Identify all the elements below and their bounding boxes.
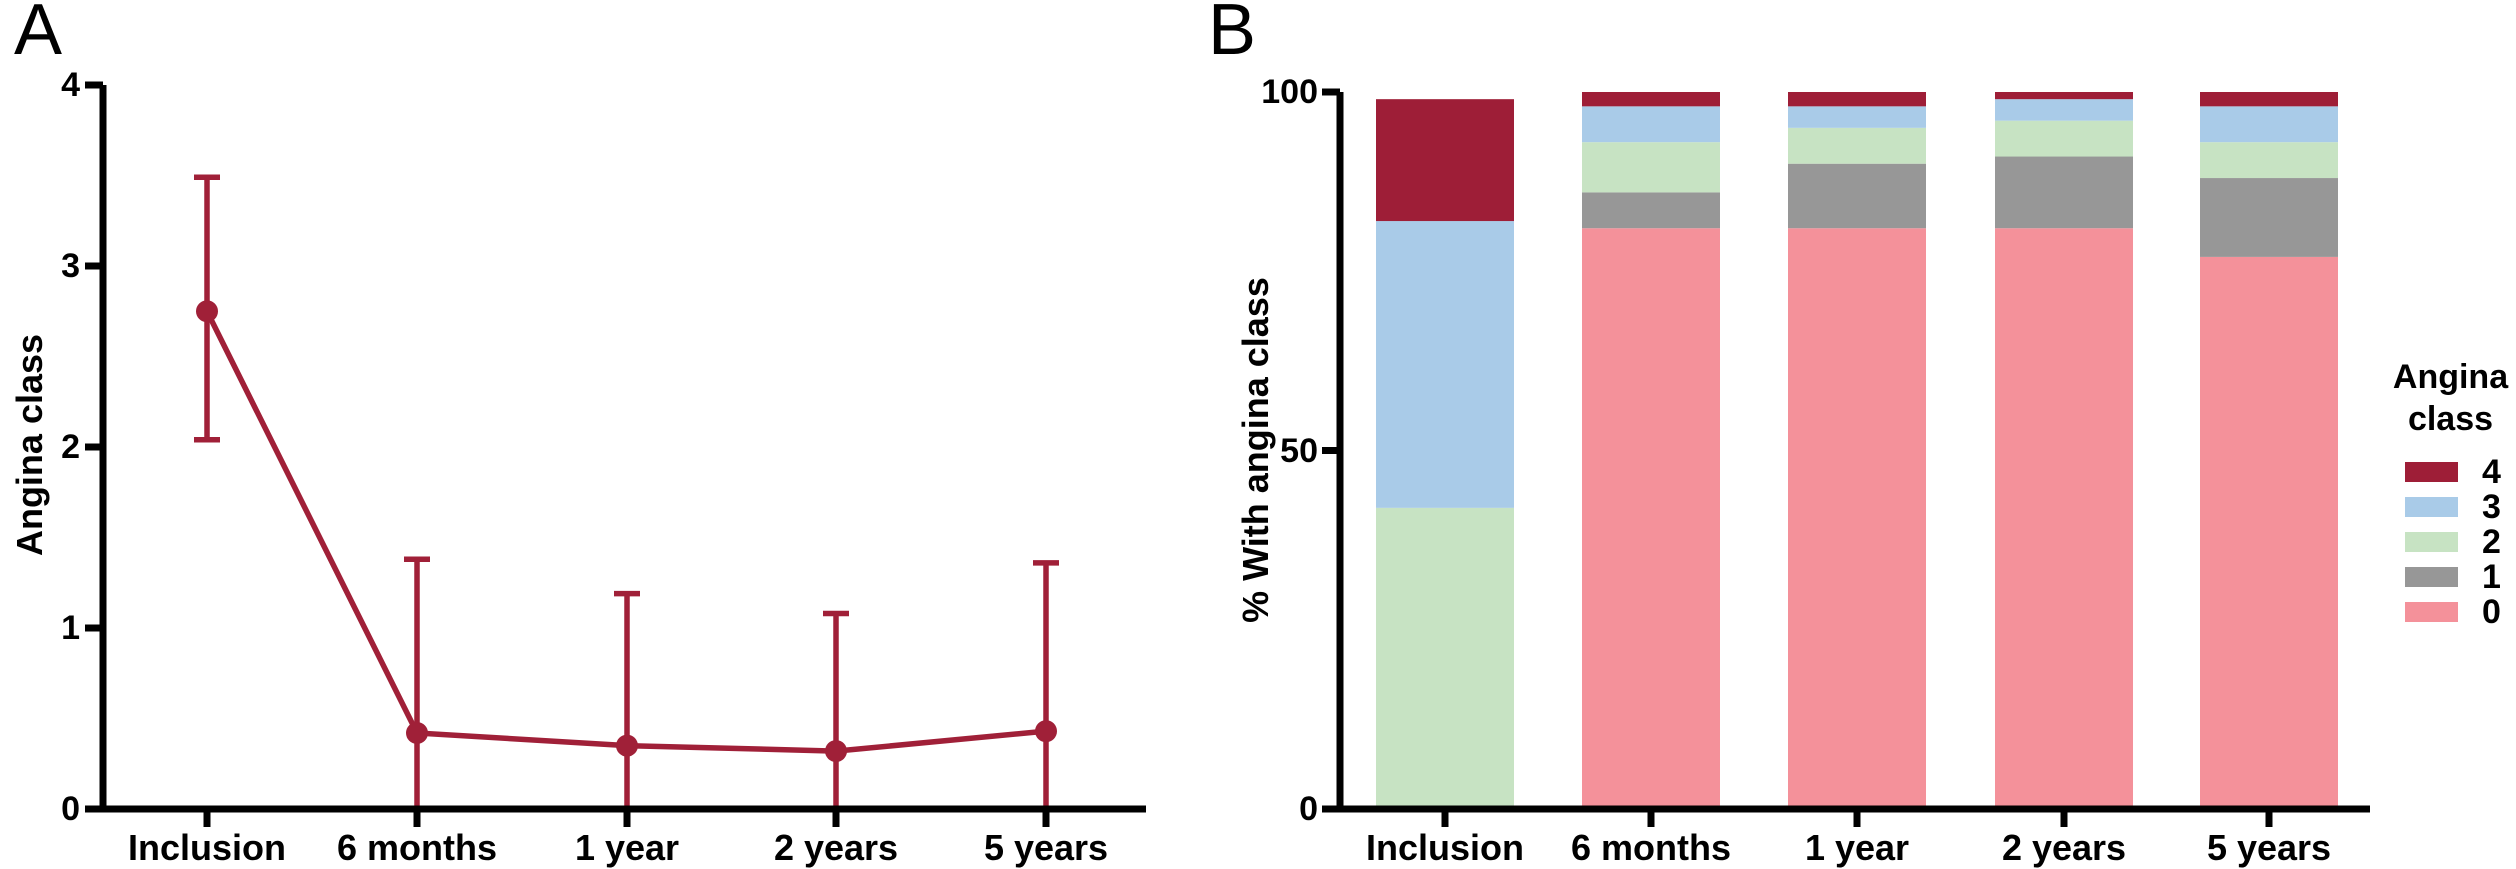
bar-segment-class-4 [1995, 92, 2133, 100]
panel-a-x-tick-label: Inclusion [127, 827, 286, 868]
panel-b-y-tick-label: 50 [1280, 431, 1318, 470]
panel-b-x-tick-label: 6 months [1570, 827, 1731, 868]
bar-segment-class-4 [2200, 92, 2338, 107]
panel-b-x-tick-label: Inclusion [1365, 827, 1524, 868]
bar-segment-class-0 [1995, 228, 2133, 810]
bar-segment-class-2 [1376, 507, 1514, 809]
panel-b-y-tick-label: 0 [1299, 790, 1318, 828]
legend-swatch-class-1 [2405, 567, 2458, 587]
bar-segment-class-2 [1995, 120, 2133, 157]
data-point-marker [825, 740, 847, 763]
bar-segment-class-3 [2200, 106, 2338, 143]
legend-label-class-1: 1 [2482, 558, 2501, 596]
panel-a-y-tick-label: 1 [61, 609, 80, 647]
panel-b-x-tick-label: 1 year [1804, 827, 1910, 868]
data-point-marker [616, 734, 638, 757]
panel-b-x-tick-label: 2 years [2001, 827, 2127, 868]
panel-a-x-tick-label: 2 years [773, 827, 899, 868]
legend-label-class-4: 4 [2482, 453, 2501, 491]
legend-swatch-class-4 [2405, 462, 2458, 482]
bar-segment-class-3 [1995, 99, 2133, 121]
panel-a-y-tick-label: 3 [61, 247, 80, 285]
panel-a-letter: A [14, 0, 63, 70]
bar-segment-class-1 [1788, 163, 1926, 229]
panel-b-x-tick-label: 5 years [2206, 827, 2332, 868]
panel-a-x-tick-label: 6 months [336, 827, 497, 868]
panel-a-y-tick-label: 2 [61, 428, 80, 466]
legend-title: Angina class [2392, 358, 2509, 438]
panel-b-letter: B [1208, 0, 1257, 70]
panel-a-x-tick-label: 5 years [983, 827, 1109, 868]
bar-segment-class-4 [1582, 92, 1720, 107]
bar-segment-class-1 [1582, 192, 1720, 229]
bar-segment-class-2 [1788, 127, 1926, 164]
panel-a-x-tick-label: 1 year [574, 827, 680, 868]
legend-swatch-class-3 [2405, 497, 2458, 517]
legend-label-class-3: 3 [2482, 488, 2501, 526]
legend-swatch-class-2 [2405, 532, 2458, 552]
bar-segment-class-2 [1582, 142, 1720, 193]
bar-segment-class-3 [1376, 221, 1514, 508]
legend-label-class-0: 0 [2482, 593, 2501, 631]
panel-b-y-tick-label: 100 [1261, 73, 1318, 111]
bar-segment-class-0 [1582, 228, 1720, 810]
panel-a-y-tick-label: 0 [61, 790, 80, 828]
data-point-marker [196, 300, 218, 323]
data-point-marker [406, 721, 428, 744]
bar-segment-class-1 [2200, 178, 2338, 257]
bar-segment-class-0 [1788, 228, 1926, 810]
legend-swatch-class-0 [2405, 602, 2458, 622]
legend-label-class-2: 2 [2482, 523, 2501, 561]
bar-segment-class-3 [1582, 106, 1720, 143]
bar-segment-class-4 [1788, 92, 1926, 107]
bar-segment-class-0 [2200, 256, 2338, 809]
bar-segment-class-2 [2200, 142, 2338, 179]
bar-segment-class-1 [1995, 156, 2133, 229]
data-point-marker [1035, 720, 1057, 743]
bar-segment-class-4 [1376, 99, 1514, 222]
panel-a-y-tick-label: 4 [61, 66, 80, 104]
bar-segment-class-3 [1788, 106, 1926, 128]
